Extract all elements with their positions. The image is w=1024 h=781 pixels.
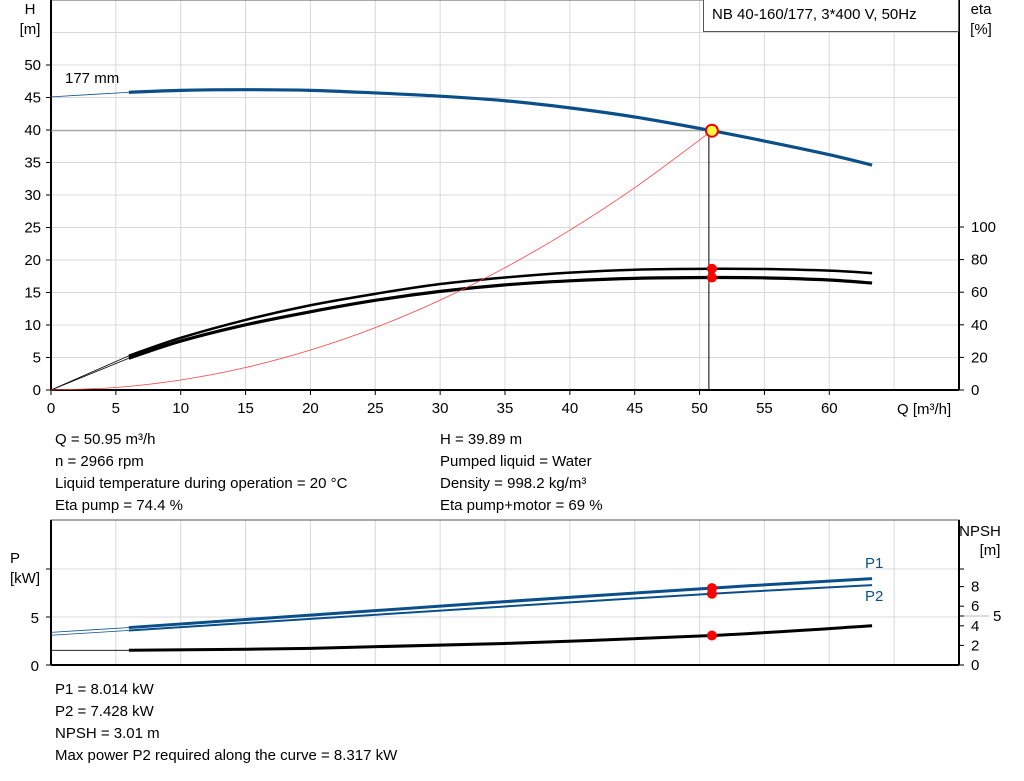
y-tick-label-right: 20: [971, 349, 988, 366]
x-tick-label: 35: [497, 400, 514, 417]
eta-pump-point: [706, 263, 717, 274]
y-tick-label-right: 2: [971, 637, 979, 654]
y-tick-label-left: 5: [33, 350, 41, 367]
y-tick-label-right: 60: [971, 284, 988, 301]
eta_pump-curve: [128, 267, 873, 357]
info-p1: P1 = 8.014 kW: [55, 681, 154, 698]
H-curve: [128, 88, 873, 167]
x-tick-label: 40: [562, 400, 579, 417]
x-tick-label: 60: [821, 400, 838, 417]
P1-curve-extension: [50, 627, 129, 633]
x-tick-label: 55: [756, 400, 773, 417]
x-axis-label: Q [m³/h]: [897, 401, 951, 418]
info-eta-pump-motor: Eta pump+motor = 69 %: [440, 497, 603, 514]
NPSH-point: [706, 630, 717, 641]
info-q: Q = 50.95 m³/h: [55, 431, 156, 448]
y-tick-label-left: 45: [24, 90, 41, 107]
y-tick-label-right: 5: [993, 608, 1001, 625]
y-tick-label-left: 40: [24, 122, 41, 139]
p2-label: P2: [865, 588, 883, 605]
y-axis-label-left: H: [25, 1, 36, 18]
y-tick-label-left: 5: [31, 610, 39, 627]
H-curve-extension: [50, 91, 129, 98]
y-tick-label-right: 0: [971, 382, 979, 399]
P1-curve: [128, 577, 873, 630]
info-eta-pump: Eta pump = 74.4 %: [55, 497, 183, 514]
x-tick-label: 25: [367, 400, 384, 417]
y-tick-label-right: 40: [971, 317, 988, 334]
x-tick-label: 50: [691, 400, 708, 417]
info-npsh: NPSH = 3.01 m: [55, 725, 160, 742]
y-tick-label-right: 4: [971, 618, 979, 635]
y-tick-label-right: 6: [971, 598, 979, 615]
eta_pump_motor-curve: [128, 275, 873, 360]
info-bottom: P1 = 8.014 kW P2 = 7.428 kW NPSH = 3.01 …: [55, 679, 397, 767]
x-tick-label: 45: [626, 400, 643, 417]
P2-curve-extension: [50, 630, 129, 636]
info-h: H = 39.89 m: [440, 431, 523, 448]
y-axis-label-right-unit: [m]: [980, 542, 1001, 559]
x-tick-label: 10: [172, 400, 189, 417]
info-density: Density = 998.2 kg/m³: [440, 475, 587, 492]
info-max-p2: Max power P2 required along the curve = …: [55, 747, 398, 764]
y-tick-label-left: 0: [31, 658, 39, 675]
NPSH-curve: [128, 624, 873, 652]
P2-curve: [128, 584, 873, 632]
x-tick-label: 20: [302, 400, 319, 417]
y-axis-label-left-unit: [m]: [20, 21, 41, 38]
p1-label: P1: [865, 555, 883, 572]
y-axis-label-right-unit: [%]: [970, 21, 992, 38]
operating-point-marker: [704, 123, 719, 138]
y-tick-label-left: 25: [24, 220, 41, 237]
y-tick-label-left: 35: [24, 155, 41, 172]
eta-pump-motor-point: [706, 272, 717, 283]
y-axis-label-left: P: [10, 550, 20, 567]
info-liquid: Pumped liquid = Water: [440, 453, 592, 470]
P2-point: [706, 588, 717, 599]
info-p2: P2 = 7.428 kW: [55, 703, 154, 720]
y-tick-label-right: 8: [971, 579, 979, 596]
y-axis-label-left-unit: [kW]: [10, 570, 40, 587]
eta_pump_motor-curve-extension: [50, 357, 129, 391]
x-tick-label: 5: [112, 400, 120, 417]
y-tick-label-left: 50: [24, 57, 41, 74]
chart-title: NB 40-160/177, 3*400 V, 50Hz: [703, 0, 959, 32]
info-left: Q = 50.95 m³/h n = 2966 rpm Liquid tempe…: [55, 429, 347, 517]
y-tick-label-right: 80: [971, 252, 988, 269]
x-tick-label: 30: [432, 400, 449, 417]
y-tick-label-right: 0: [971, 657, 979, 674]
info-right: H = 39.89 m Pumped liquid = Water Densit…: [440, 429, 603, 517]
curve-label-diameter: 177 mm: [65, 70, 119, 87]
system-curve: [50, 130, 713, 391]
y-axis-label-right: eta: [971, 1, 993, 18]
y-tick-label-left: 20: [24, 252, 41, 269]
y-axis-label-right: NPSH: [959, 523, 1001, 540]
y-tick-label-left: 0: [33, 382, 41, 399]
x-tick-label: 15: [237, 400, 254, 417]
y-tick-label-left: 30: [24, 187, 41, 204]
y-tick-label-left: 15: [24, 285, 41, 302]
info-temp: Liquid temperature during operation = 20…: [55, 475, 348, 492]
y-tick-label-left: 10: [24, 317, 41, 334]
x-tick-label: 0: [47, 400, 55, 417]
info-n: n = 2966 rpm: [55, 453, 144, 470]
y-tick-label-right: 100: [971, 219, 996, 236]
